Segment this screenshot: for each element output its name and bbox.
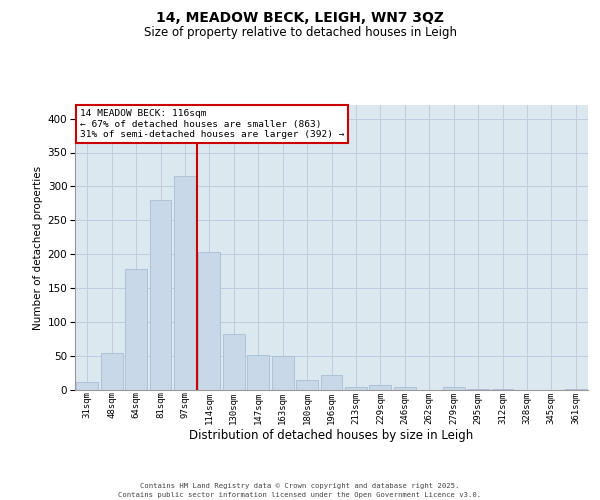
Bar <box>125 269 147 390</box>
Text: Contains HM Land Registry data © Crown copyright and database right 2025.
Contai: Contains HM Land Registry data © Crown c… <box>118 483 482 498</box>
Bar <box>101 354 122 390</box>
Bar <box>296 380 318 390</box>
Bar <box>467 388 489 390</box>
Bar <box>320 375 343 390</box>
Bar <box>199 252 220 390</box>
Bar <box>443 386 464 390</box>
Bar <box>394 388 416 390</box>
Y-axis label: Number of detached properties: Number of detached properties <box>34 166 43 330</box>
Bar <box>174 176 196 390</box>
Bar <box>247 356 269 390</box>
Bar <box>370 384 391 390</box>
Bar <box>345 388 367 390</box>
Text: 14, MEADOW BECK, LEIGH, WN7 3QZ: 14, MEADOW BECK, LEIGH, WN7 3QZ <box>156 10 444 24</box>
X-axis label: Distribution of detached houses by size in Leigh: Distribution of detached houses by size … <box>190 429 473 442</box>
Bar <box>149 200 172 390</box>
Bar <box>565 388 587 390</box>
Bar <box>76 382 98 390</box>
Text: Size of property relative to detached houses in Leigh: Size of property relative to detached ho… <box>143 26 457 39</box>
Bar <box>223 334 245 390</box>
Bar <box>272 356 293 390</box>
Text: 14 MEADOW BECK: 116sqm
← 67% of detached houses are smaller (863)
31% of semi-de: 14 MEADOW BECK: 116sqm ← 67% of detached… <box>80 110 344 139</box>
